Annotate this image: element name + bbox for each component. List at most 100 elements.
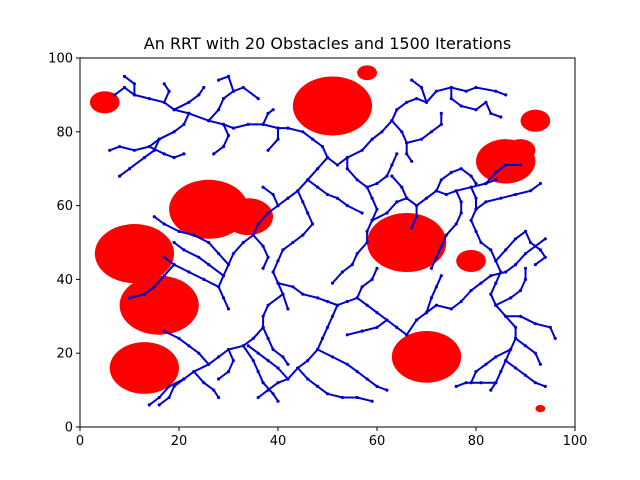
tree-node — [281, 248, 285, 252]
tree-node — [395, 325, 399, 329]
chart-title: An RRT with 20 Obstacles and 1500 Iterat… — [144, 34, 511, 53]
tree-branch-53 — [470, 348, 512, 384]
tree-node — [479, 281, 483, 285]
tree-node — [182, 248, 186, 252]
tree-node — [122, 85, 127, 90]
tree-node — [533, 351, 538, 355]
tree-node — [543, 237, 547, 241]
tree-node — [281, 292, 285, 296]
tree-node — [335, 303, 339, 307]
tree-node — [454, 384, 458, 388]
x-tick-label: 20 — [171, 434, 188, 449]
tree-node — [157, 403, 161, 407]
x-tick-label: 100 — [563, 434, 588, 449]
tree-node — [429, 296, 433, 300]
tree-node — [484, 100, 488, 104]
tree-node — [271, 108, 275, 112]
tree-node — [325, 325, 330, 329]
tree-branch-36 — [158, 378, 185, 406]
tree-branch-44 — [346, 319, 388, 336]
tree-node — [207, 263, 211, 267]
obstacle-8 — [223, 198, 274, 236]
tree-node — [320, 336, 325, 340]
tree-node — [241, 85, 245, 90]
tree-node — [221, 296, 226, 300]
tree-node — [370, 137, 374, 141]
tree-node — [370, 196, 374, 200]
tree-node — [162, 152, 166, 156]
tree-node — [365, 185, 369, 189]
tree-node — [365, 229, 369, 233]
tree-branch-56 — [475, 182, 542, 211]
tree-node — [330, 355, 335, 359]
tree-node — [266, 211, 270, 215]
tree-node — [306, 377, 310, 381]
tree-node — [281, 355, 285, 359]
tree-node — [118, 145, 122, 149]
tree-branch-3 — [163, 82, 171, 104]
tree-node — [400, 130, 404, 134]
tree-node — [528, 240, 533, 245]
tree-node — [375, 325, 379, 329]
tree-node — [345, 204, 349, 208]
tree-branch-18 — [346, 152, 398, 189]
tree-node — [226, 263, 231, 267]
tree-branch-42 — [405, 237, 547, 336]
tree-node — [122, 74, 127, 78]
tree-node — [251, 359, 255, 363]
tree-node — [370, 399, 374, 403]
x-tick-label: 60 — [369, 434, 386, 449]
tree-node — [172, 130, 176, 134]
tree-node — [261, 122, 265, 126]
tree-branch-1 — [123, 75, 289, 130]
tree-node — [162, 100, 166, 104]
tree-node — [286, 362, 290, 366]
tree-node — [172, 263, 176, 267]
tree-node — [514, 263, 518, 267]
tree-node — [306, 359, 310, 363]
tree-node — [390, 163, 394, 167]
tree-branch-35 — [192, 370, 220, 399]
tree-node — [296, 366, 300, 370]
tree-node — [217, 285, 221, 289]
tree-node — [459, 200, 463, 204]
tree-node — [360, 211, 364, 215]
tree-node — [340, 270, 344, 274]
tree-node — [494, 89, 498, 93]
tree-node — [286, 377, 290, 381]
tree-node — [405, 141, 409, 145]
tree-node — [306, 211, 310, 215]
tree-node — [217, 395, 221, 400]
x-tick-label: 80 — [468, 434, 485, 449]
tree-node — [504, 314, 508, 318]
tree-node — [202, 277, 206, 281]
tree-node — [301, 200, 305, 204]
tree-node — [464, 381, 468, 385]
tree-node — [192, 370, 196, 374]
tree-branch-29 — [296, 367, 374, 403]
tree-node — [241, 240, 245, 245]
tree-node — [345, 299, 349, 304]
tree-branch-8 — [207, 86, 260, 122]
tree-node — [429, 130, 433, 134]
tree-node — [410, 159, 414, 163]
tree-node — [182, 152, 186, 156]
tree-node — [182, 122, 186, 126]
tree-node — [301, 130, 305, 134]
tree-node — [385, 388, 389, 392]
tree-node — [499, 270, 503, 274]
tree-node — [221, 274, 226, 278]
tree-node — [345, 333, 349, 337]
tree-node — [355, 296, 359, 300]
tree-node — [271, 270, 275, 274]
tree-node — [286, 307, 290, 311]
tree-node — [350, 263, 354, 267]
tree-node — [444, 192, 448, 197]
tree-node — [355, 252, 359, 256]
tree-node — [261, 185, 265, 189]
tree-node — [316, 296, 320, 300]
y-tick-label: 20 — [56, 347, 73, 362]
tree-node — [316, 347, 320, 352]
tree-branch-55 — [455, 381, 497, 388]
tree-node — [187, 111, 191, 115]
